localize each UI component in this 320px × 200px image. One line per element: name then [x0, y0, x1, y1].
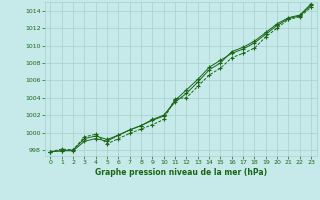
X-axis label: Graphe pression niveau de la mer (hPa): Graphe pression niveau de la mer (hPa) — [95, 168, 267, 177]
